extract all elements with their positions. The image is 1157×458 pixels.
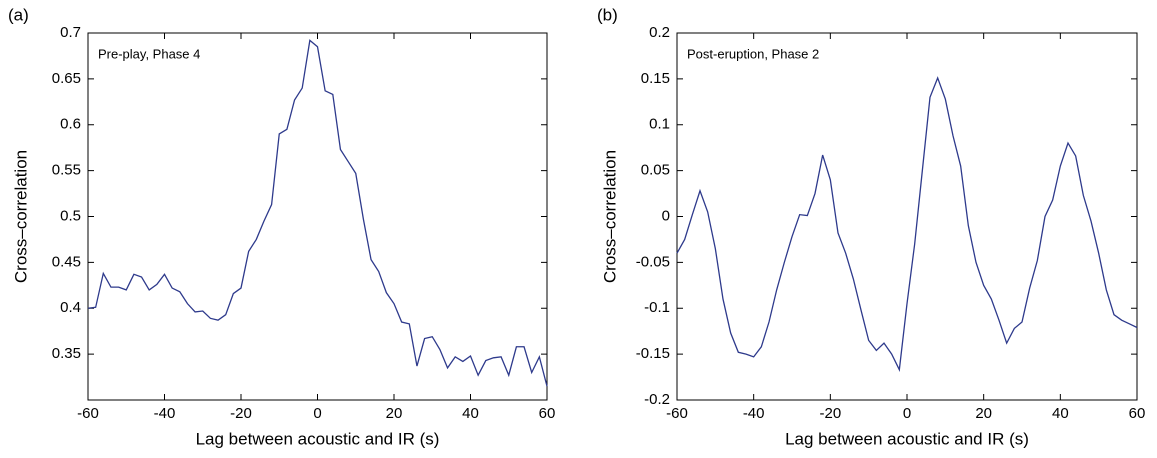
x-tick-label: 60 xyxy=(1129,405,1146,422)
x-axis-label: Lag between acoustic and IR (s) xyxy=(785,429,1029,448)
y-tick-label: 0.55 xyxy=(52,162,81,179)
y-tick-label: 0.5 xyxy=(60,207,81,224)
y-axis-label: Cross–correlation xyxy=(11,150,30,283)
plot-frame xyxy=(676,32,1138,401)
y-tick-label: 0.15 xyxy=(641,70,670,87)
x-tick-label: 20 xyxy=(386,405,403,422)
x-tick-label: -40 xyxy=(743,405,765,422)
data-line xyxy=(87,39,548,387)
panel-label: (b) xyxy=(597,5,618,24)
x-tick-label: 40 xyxy=(462,405,479,422)
x-tick-label: 20 xyxy=(975,405,992,422)
x-tick-label: 0 xyxy=(903,405,911,422)
x-tick-label: 0 xyxy=(313,405,321,422)
y-tick-label: 0.35 xyxy=(52,345,81,362)
plot-frame xyxy=(87,32,548,401)
y-tick-label: 0.45 xyxy=(52,253,81,270)
x-tick-label: -40 xyxy=(154,405,176,422)
y-tick-label: -0.15 xyxy=(636,345,670,362)
y-tick-label: 0.1 xyxy=(649,116,670,133)
x-tick-label: -60 xyxy=(77,405,99,422)
y-tick-label: 0.2 xyxy=(649,24,670,41)
y-axis-label: Cross–correlation xyxy=(600,150,619,283)
y-tick-label: 0.6 xyxy=(60,116,81,133)
y-tick-label: 0.7 xyxy=(60,24,81,41)
annotation: Post-eruption, Phase 2 xyxy=(687,46,819,61)
x-tick-label: -60 xyxy=(666,405,688,422)
x-tick-label: -20 xyxy=(819,405,841,422)
annotation: Pre-play, Phase 4 xyxy=(98,46,200,61)
y-tick-label: 0.4 xyxy=(60,299,81,316)
y-tick-label: 0.05 xyxy=(641,162,670,179)
x-tick-label: 40 xyxy=(1052,405,1069,422)
data-line xyxy=(676,76,1138,372)
y-tick-label: -0.1 xyxy=(644,299,670,316)
x-axis-label: Lag between acoustic and IR (s) xyxy=(196,429,440,448)
x-tick-label: -20 xyxy=(230,405,252,422)
y-tick-label: 0.65 xyxy=(52,70,81,87)
y-tick-label: -0.05 xyxy=(636,253,670,270)
panel-label: (a) xyxy=(8,5,29,24)
x-tick-label: 60 xyxy=(539,405,556,422)
y-tick-label: 0 xyxy=(662,207,670,224)
y-tick-label: -0.2 xyxy=(644,391,670,408)
